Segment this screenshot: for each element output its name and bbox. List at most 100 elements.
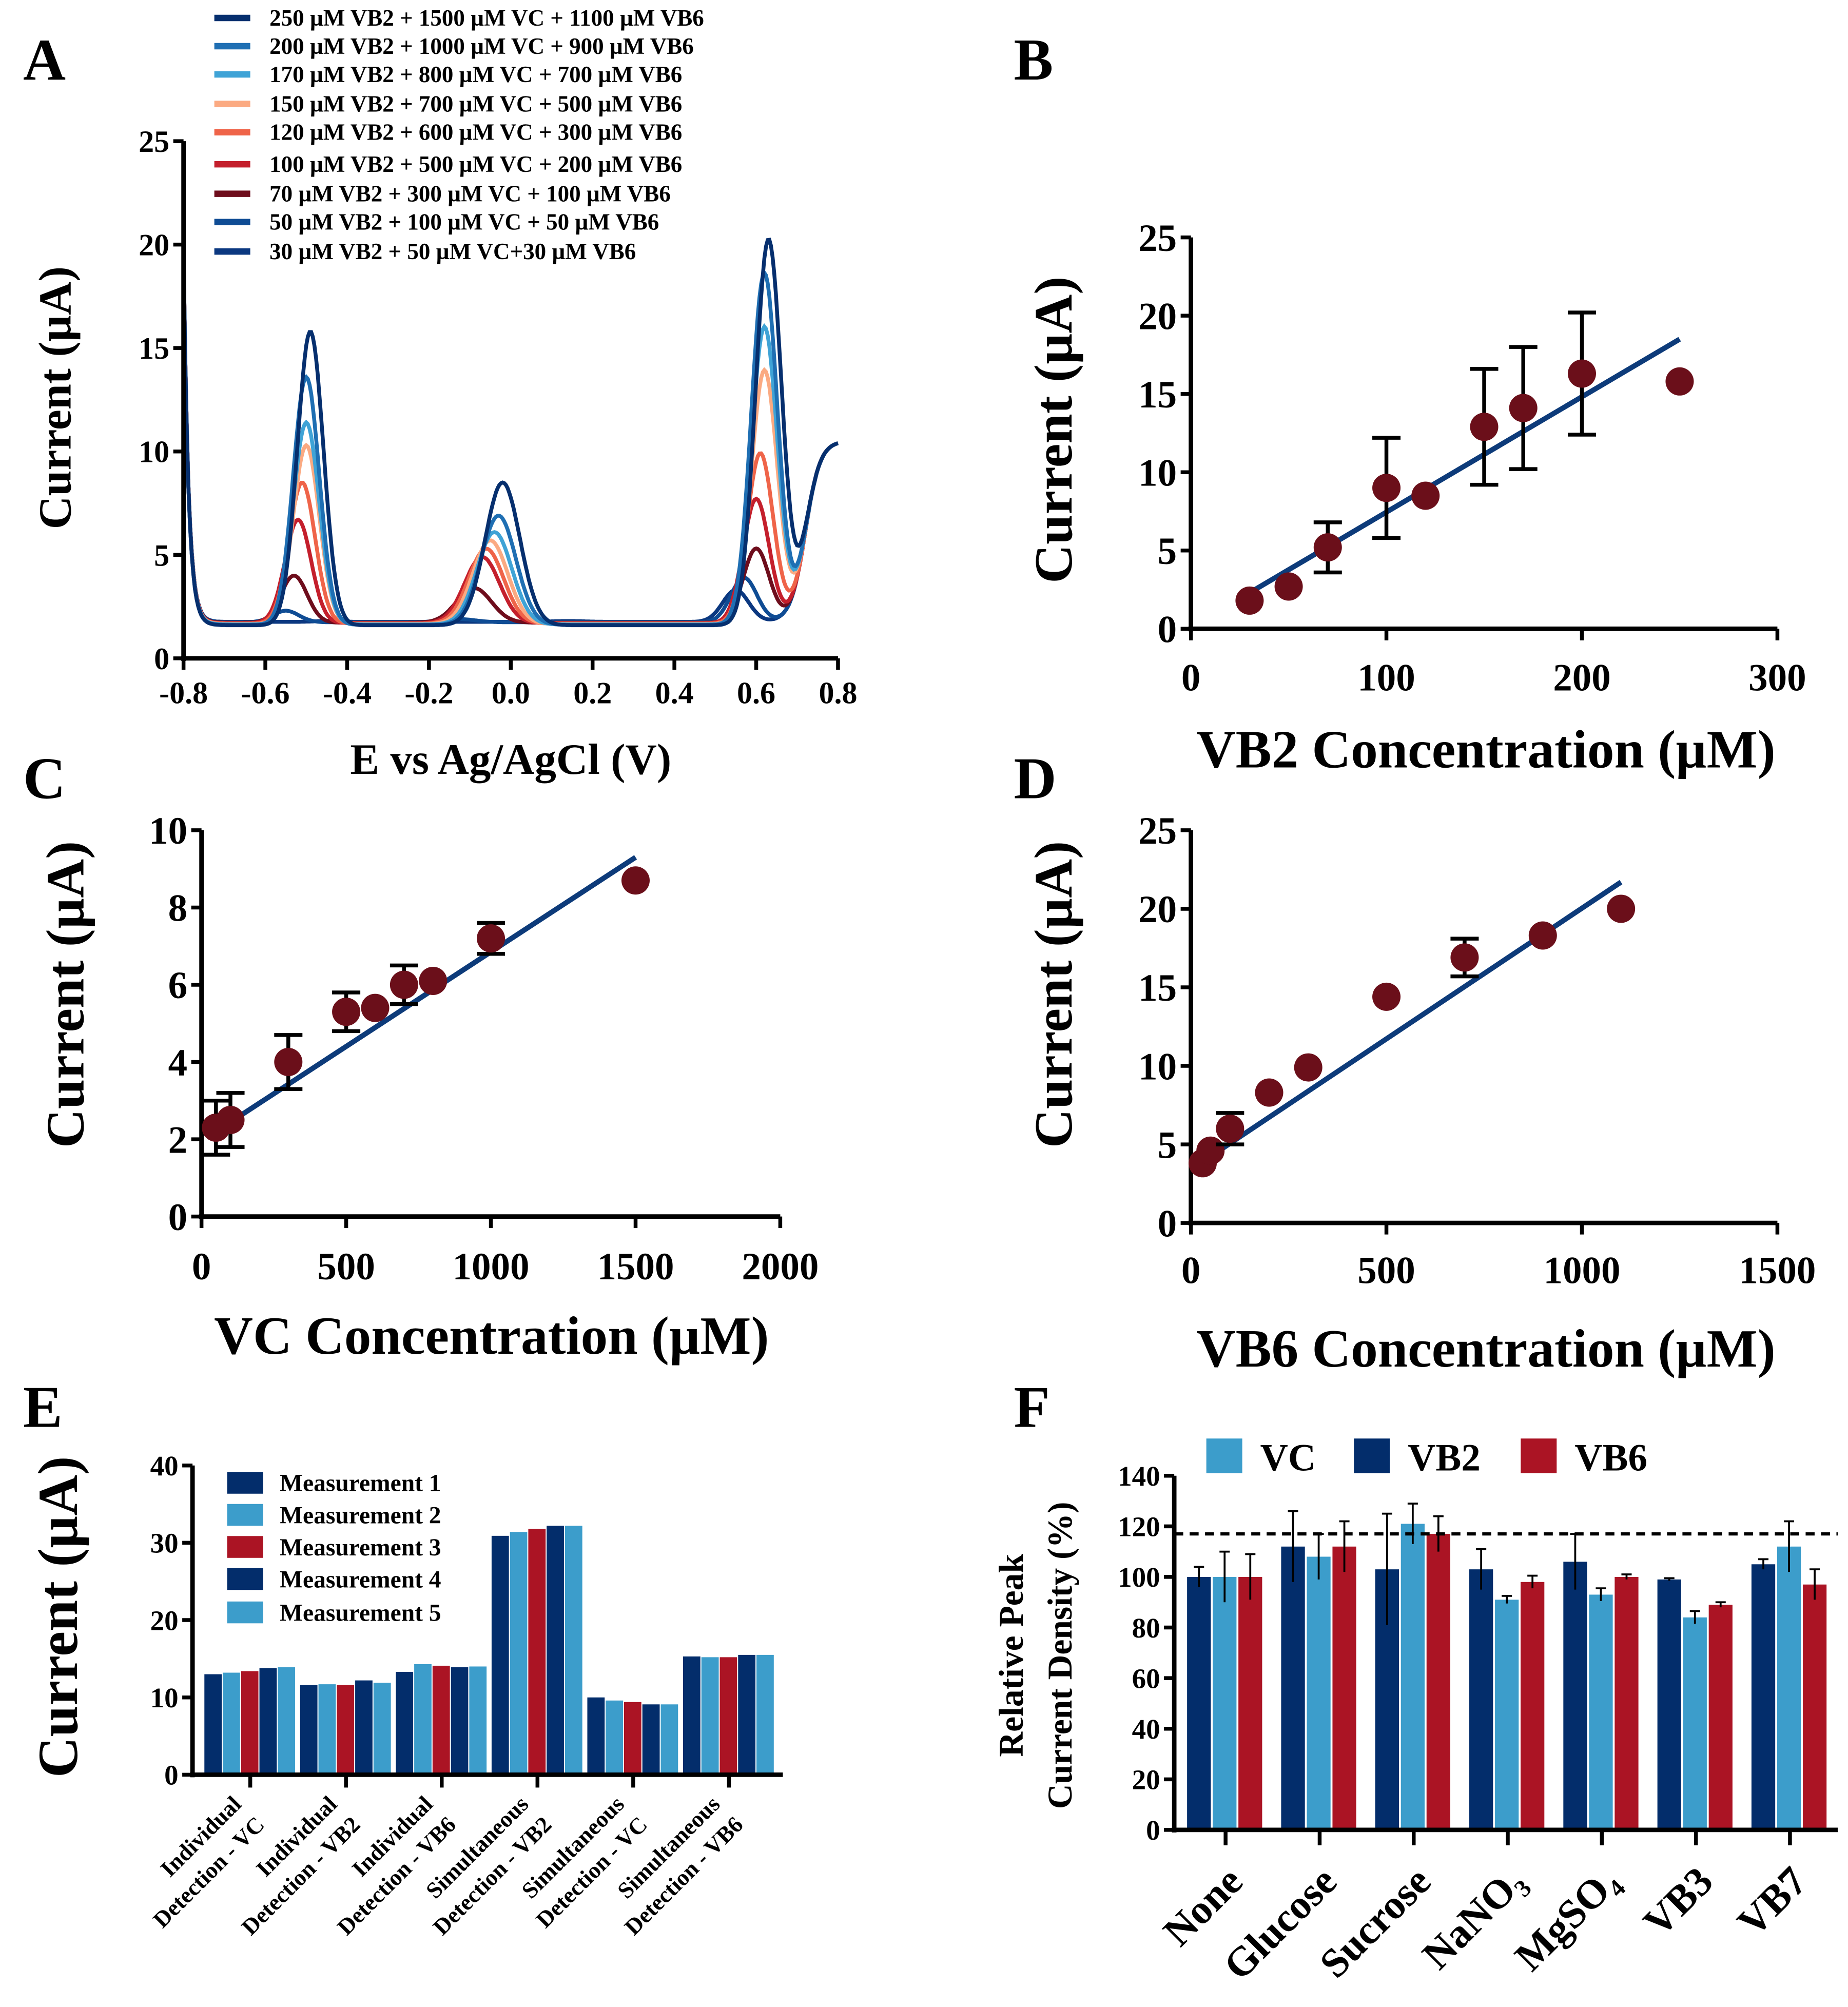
data-point <box>1294 1053 1322 1082</box>
bar <box>1563 1562 1587 1830</box>
bar <box>1307 1556 1331 1830</box>
y-tick-label: 40 <box>1132 1713 1160 1745</box>
bar <box>300 1685 318 1775</box>
legend-swatch <box>227 1536 263 1558</box>
bar <box>683 1656 701 1775</box>
legend-label: Measurement 3 <box>280 1534 441 1561</box>
legend-label: 250 µM VB2 + 1500 µM VC + 1100 µM VB6 <box>269 5 704 31</box>
bar <box>223 1672 240 1775</box>
y-tick-label: 0 <box>164 1760 179 1791</box>
bar <box>1238 1576 1262 1830</box>
y-tick-label: 25 <box>1138 217 1177 260</box>
bar <box>204 1674 222 1775</box>
data-point <box>1216 1114 1244 1143</box>
data-point <box>1372 982 1401 1011</box>
y-tick-label: 10 <box>1138 1045 1177 1088</box>
y-tick-label: 20 <box>1138 295 1177 338</box>
y-axis-title: Current (µA) <box>1023 841 1083 1148</box>
data-point <box>1567 359 1597 388</box>
x-tick-label: 0 <box>1181 656 1201 699</box>
bar <box>701 1657 719 1775</box>
y-tick-label: 8 <box>168 887 188 930</box>
data-point <box>390 970 418 999</box>
y-axis-title: Current (µA) <box>27 1456 89 1778</box>
bar <box>510 1532 528 1775</box>
panel-label-a: A <box>23 27 66 92</box>
legend-label: 50 µM VB2 + 100 µM VC + 50 µM VB6 <box>269 209 659 235</box>
y-tick-label: 10 <box>149 810 187 852</box>
bar <box>451 1667 469 1775</box>
data-point <box>1665 367 1694 396</box>
y-tick-label: 0 <box>168 1196 188 1239</box>
panel-label-f: F <box>1014 1375 1050 1440</box>
x-tick-label: 0.8 <box>819 676 857 710</box>
x-tick-label: 500 <box>317 1245 375 1288</box>
y-tick-label: 5 <box>1158 1124 1177 1166</box>
data-point <box>1313 533 1342 562</box>
y-tick-label: 6 <box>168 964 188 1007</box>
bar <box>738 1654 756 1775</box>
data-point <box>1450 943 1479 972</box>
y-tick-label: 4 <box>168 1042 188 1084</box>
legend-swatch <box>1206 1438 1242 1473</box>
bar <box>1400 1524 1425 1830</box>
data-point <box>1372 474 1401 502</box>
bar <box>373 1683 391 1775</box>
legend-swatch <box>1354 1438 1390 1473</box>
fit-line <box>1201 880 1623 1164</box>
data-point <box>1411 481 1440 510</box>
legend-label: 30 µM VB2 + 50 µM VC+30 µM VB6 <box>269 239 636 264</box>
bar <box>756 1654 774 1775</box>
x-axis-title: VC Concentration (µM) <box>214 1305 769 1366</box>
legend-label: 150 µM VB2 + 700 µM VC + 500 µM VB6 <box>269 91 682 117</box>
data-point <box>1255 1078 1283 1107</box>
y-tick-label: 25 <box>139 125 169 159</box>
x-tick-label: -0.8 <box>159 676 208 710</box>
legend-label: Measurement 2 <box>280 1502 441 1529</box>
legend-label: 170 µM VB2 + 800 µM VC + 700 µM VB6 <box>269 62 682 87</box>
data-point <box>1235 586 1264 615</box>
y-tick-label: 80 <box>1132 1612 1160 1644</box>
y-tick-label: 20 <box>150 1605 179 1636</box>
y-tick-label: 10 <box>1138 452 1177 494</box>
x-tick-label: 0.0 <box>492 676 530 710</box>
y-axis-title: Current (µA) <box>1023 277 1083 583</box>
legend-label: Measurement 5 <box>280 1600 441 1626</box>
x-tick-label: 0 <box>192 1245 211 1288</box>
legend-label: 200 µM VB2 + 1000 µM VC + 900 µM VB6 <box>269 33 694 59</box>
bar <box>606 1700 623 1775</box>
y-tick-label: 0 <box>1158 1202 1177 1245</box>
series-line-7 <box>181 250 839 625</box>
x-tick-label: 1000 <box>1543 1250 1620 1292</box>
y-tick-label: 20 <box>1138 888 1177 931</box>
bar <box>642 1704 660 1775</box>
bar <box>259 1668 277 1775</box>
y-tick-label: 140 <box>1118 1460 1160 1492</box>
panel-d-calibration: 0 5 10 15 20 25 0 500 1000 1500 VB6 Concentration … <box>1023 810 1816 1378</box>
y-tick-label: 5 <box>154 538 169 572</box>
legend-swatch <box>227 1504 263 1526</box>
bar <box>1426 1534 1451 1830</box>
panel-label-b: B <box>1014 27 1054 92</box>
data-point <box>274 1048 303 1077</box>
legend-swatch <box>227 1472 263 1494</box>
bar <box>337 1685 355 1775</box>
bar <box>1802 1584 1827 1830</box>
bar <box>241 1671 259 1775</box>
x-tick-label: 0 <box>1181 1250 1201 1292</box>
data-point <box>419 966 448 995</box>
x-axis-title: VB6 Concentration (µM) <box>1197 1318 1776 1378</box>
data-point <box>216 1105 245 1134</box>
bar <box>1213 1576 1237 1830</box>
series-line-1 <box>181 252 839 627</box>
data-point <box>361 993 390 1022</box>
y-tick-label: 0 <box>1158 609 1177 651</box>
bar <box>1281 1546 1305 1830</box>
x-tick-label: 0.4 <box>655 676 694 710</box>
bar <box>355 1680 373 1775</box>
y-tick-label: 2 <box>168 1119 188 1161</box>
legend-swatch <box>1521 1438 1557 1473</box>
x-tick-label: 1000 <box>453 1245 530 1288</box>
